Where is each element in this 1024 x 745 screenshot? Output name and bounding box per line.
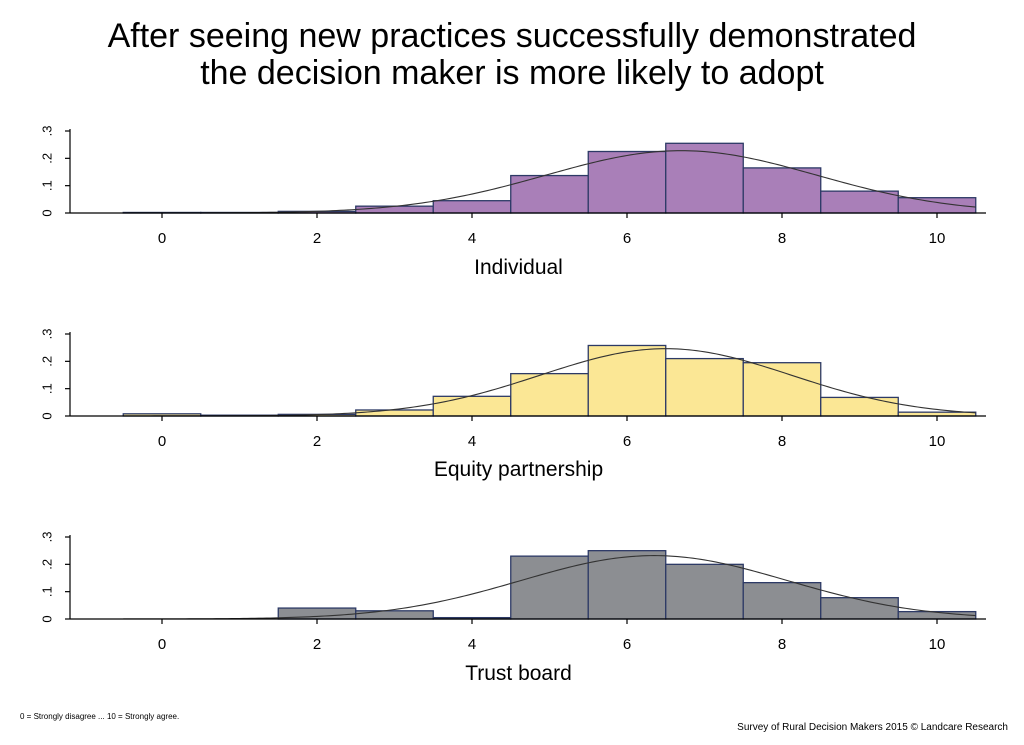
x-tick-label: 2 xyxy=(313,433,321,450)
chart-title-line1: After seeing new practices successfully … xyxy=(107,17,917,55)
histogram-bar xyxy=(665,357,744,417)
histogram-bar xyxy=(355,205,434,214)
histogram-bar xyxy=(355,409,434,417)
x-axis-label: Trust board xyxy=(465,662,572,685)
y-tick-label: .1 xyxy=(39,383,54,394)
normal-density-curve xyxy=(123,555,976,620)
histogram-bar xyxy=(432,200,512,214)
x-axis-label: Individual xyxy=(474,256,563,279)
scale-footnote: 0 = Strongly disagree ... 10 = Strongly … xyxy=(20,712,180,721)
y-tick-label: .2 xyxy=(39,559,54,570)
chart-title-line2: the decision maker is more likely to ado… xyxy=(200,54,824,92)
x-tick-label: 10 xyxy=(929,433,946,450)
x-tick-label: 2 xyxy=(313,230,321,247)
y-tick-label: 0 xyxy=(39,209,54,216)
histogram-bar xyxy=(742,581,822,620)
chart-title: After seeing new practices successfully … xyxy=(0,18,1024,92)
histogram-bar xyxy=(665,142,744,214)
histogram-bar xyxy=(742,362,822,417)
y-tick-label: 0 xyxy=(39,412,54,419)
y-tick-label: .2 xyxy=(39,356,54,367)
histogram-bar xyxy=(587,150,667,214)
y-tick-label: .1 xyxy=(39,586,54,597)
histogram-bar xyxy=(510,555,589,620)
histogram-bar xyxy=(820,190,899,214)
x-tick-label: 6 xyxy=(623,636,631,653)
x-tick-label: 10 xyxy=(929,230,946,247)
histogram-bar xyxy=(355,610,434,620)
y-tick-label: .3 xyxy=(39,329,54,340)
y-tick-label: .2 xyxy=(39,153,54,164)
x-tick-label: 4 xyxy=(468,433,476,450)
histogram-bar xyxy=(665,563,744,620)
histogram-bar xyxy=(897,197,977,214)
x-tick-label: 4 xyxy=(468,636,476,653)
histogram-panel-1: 0 .1 .2 .3 0 2 4 6 8 10 Individual xyxy=(39,126,986,279)
histogram-bar xyxy=(742,167,822,214)
histogram-panel-2: 0 .1 .2 .3 0 2 4 6 8 10 Equity partnership xyxy=(39,329,986,481)
x-axis-label: Equity partnership xyxy=(434,458,603,481)
x-tick-label: 0 xyxy=(158,230,166,247)
x-tick-label: 0 xyxy=(158,636,166,653)
x-tick-label: 4 xyxy=(468,230,476,247)
histogram-bar xyxy=(587,344,667,417)
source-credit: Survey of Rural Decision Makers 2015 © L… xyxy=(737,722,1008,733)
histogram-panel-3: 0 .1 .2 .3 0 2 4 6 8 10 Trust board xyxy=(39,532,986,685)
x-tick-label: 0 xyxy=(158,433,166,450)
x-tick-label: 10 xyxy=(929,636,946,653)
y-tick-label: .1 xyxy=(39,180,54,191)
histogram-bar xyxy=(510,372,589,417)
x-tick-label: 8 xyxy=(778,433,786,450)
y-tick-label: .3 xyxy=(39,126,54,137)
x-tick-label: 8 xyxy=(778,636,786,653)
x-tick-label: 2 xyxy=(313,636,321,653)
y-tick-label: 0 xyxy=(39,615,54,622)
histogram-bar xyxy=(820,396,899,417)
x-tick-label: 6 xyxy=(623,433,631,450)
histogram-bar xyxy=(432,395,512,417)
x-tick-label: 8 xyxy=(778,230,786,247)
histogram-bar xyxy=(820,597,899,620)
y-tick-label: .3 xyxy=(39,532,54,543)
x-tick-label: 6 xyxy=(623,230,631,247)
